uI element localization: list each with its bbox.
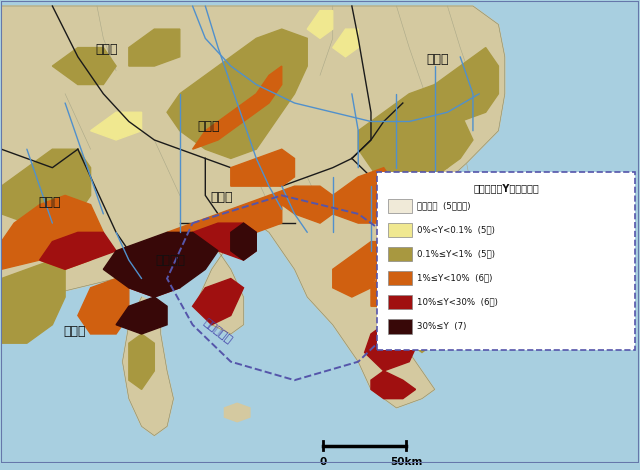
Text: 10%≤Y<30%  (6強): 10%≤Y<30% (6強) [417, 298, 499, 306]
Text: 住家全潰率Yおよび震度: 住家全潰率Yおよび震度 [474, 183, 540, 193]
Polygon shape [167, 196, 282, 232]
Polygon shape [116, 297, 167, 334]
Text: 1%≤Y<10%  (6弱): 1%≤Y<10% (6弱) [417, 274, 493, 282]
Polygon shape [269, 186, 333, 223]
Polygon shape [167, 29, 307, 158]
Polygon shape [307, 11, 333, 39]
Bar [388, 247, 412, 261]
Polygon shape [396, 251, 473, 352]
Polygon shape [129, 29, 180, 66]
Polygon shape [122, 297, 173, 436]
Bar [388, 295, 412, 309]
Text: 神奈川県: 神奈川県 [156, 254, 185, 266]
Polygon shape [103, 232, 218, 297]
Text: 千葉県: 千葉県 [382, 240, 404, 253]
Text: 東京都: 東京都 [210, 191, 232, 204]
Text: 震源断層面: 震源断層面 [202, 318, 234, 346]
Text: 報告なし  (5弱以下): 報告なし (5弱以下) [417, 202, 471, 211]
Text: 静岡県: 静岡県 [63, 325, 86, 338]
Polygon shape [78, 279, 129, 334]
Polygon shape [1, 260, 65, 343]
Bar [388, 199, 412, 213]
Polygon shape [1, 196, 103, 269]
Polygon shape [1, 6, 505, 408]
Text: 30%≤Y  (7): 30%≤Y (7) [417, 321, 467, 330]
Text: 50km: 50km [390, 457, 422, 467]
Polygon shape [231, 223, 256, 260]
Polygon shape [193, 66, 282, 149]
Text: 0.1%≤Y<1%  (5強): 0.1%≤Y<1% (5強) [417, 250, 495, 259]
Text: 山梨県: 山梨県 [38, 196, 60, 209]
Text: 茨城県: 茨城県 [427, 53, 449, 66]
FancyBboxPatch shape [378, 172, 636, 350]
Polygon shape [422, 186, 473, 251]
Polygon shape [40, 232, 116, 269]
Polygon shape [358, 85, 473, 186]
Text: 0: 0 [319, 457, 327, 467]
Polygon shape [91, 112, 141, 140]
Polygon shape [129, 260, 180, 297]
Polygon shape [371, 371, 415, 399]
Polygon shape [396, 121, 460, 177]
Text: 0%<Y<0.1%  (5弱): 0%<Y<0.1% (5弱) [417, 226, 495, 235]
Polygon shape [333, 242, 384, 297]
Polygon shape [1, 149, 91, 223]
Polygon shape [333, 168, 396, 223]
Polygon shape [435, 47, 499, 121]
Polygon shape [129, 334, 154, 390]
Polygon shape [193, 279, 244, 325]
Polygon shape [333, 29, 358, 57]
Bar [388, 271, 412, 285]
Polygon shape [371, 232, 422, 306]
Bar [388, 223, 412, 237]
Polygon shape [225, 403, 250, 422]
Polygon shape [193, 223, 256, 260]
Text: 群馬県: 群馬県 [95, 43, 118, 56]
Bar [388, 319, 412, 334]
Polygon shape [52, 47, 116, 85]
Polygon shape [231, 149, 294, 186]
Text: 埼玉県: 埼玉県 [197, 119, 220, 133]
Polygon shape [365, 315, 422, 371]
